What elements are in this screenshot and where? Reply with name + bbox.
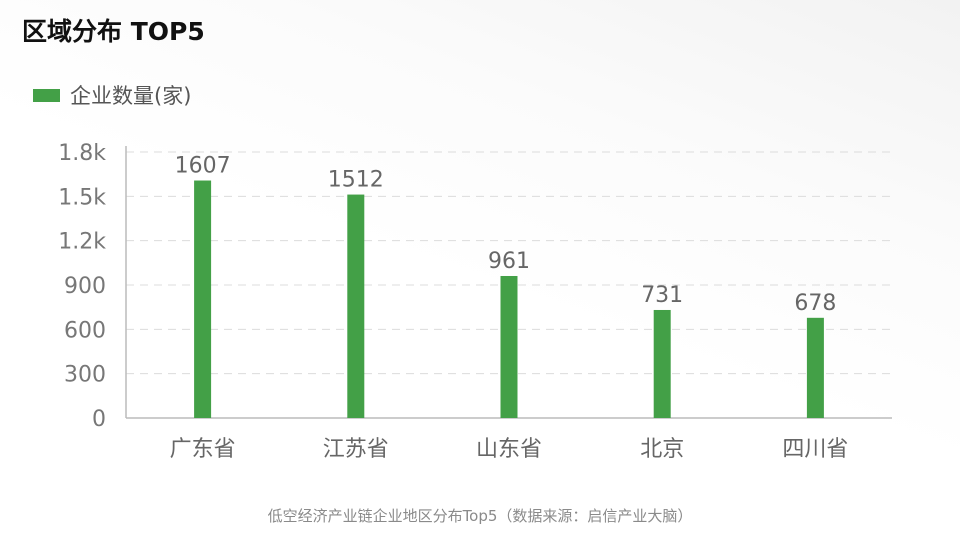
legend-swatch [33, 88, 60, 102]
x-tick-label: 江苏省 [323, 437, 389, 462]
y-tick-label: 300 [64, 363, 106, 388]
legend[interactable]: 企业数量(家) [33, 80, 191, 110]
y-tick-label: 1.8k [58, 141, 106, 166]
data-label: 961 [488, 249, 530, 274]
data-label: 1512 [328, 168, 384, 193]
data-label: 731 [641, 283, 683, 308]
caption: 低空经济产业链企业地区分布Top5（数据来源：启信产业大脑） [267, 507, 693, 525]
bar [347, 194, 365, 418]
bar [653, 309, 671, 418]
legend-label: 企业数量(家) [70, 84, 192, 108]
bar [194, 180, 212, 418]
x-tick-label: 北京 [640, 437, 684, 462]
y-tick-label: 0 [92, 407, 106, 432]
background [0, 0, 960, 490]
x-tick-label: 山东省 [476, 437, 542, 462]
data-label: 1607 [175, 154, 231, 179]
x-tick-label: 广东省 [170, 437, 236, 462]
bar [806, 317, 824, 418]
y-tick-label: 600 [64, 318, 106, 343]
x-tick-label: 四川省 [782, 437, 848, 462]
data-label: 678 [794, 291, 836, 316]
y-tick-label: 1.5k [58, 185, 106, 210]
chart-title: 区域分布 TOP5 [22, 17, 205, 46]
y-tick-label: 1.2k [58, 230, 106, 255]
bar [500, 275, 518, 418]
y-tick-label: 900 [64, 274, 106, 299]
bar-chart: 0 300 600 900 1.2k 1.5k 1.8k 1607 广东省 1512 江苏省 961 山… [58, 141, 892, 462]
